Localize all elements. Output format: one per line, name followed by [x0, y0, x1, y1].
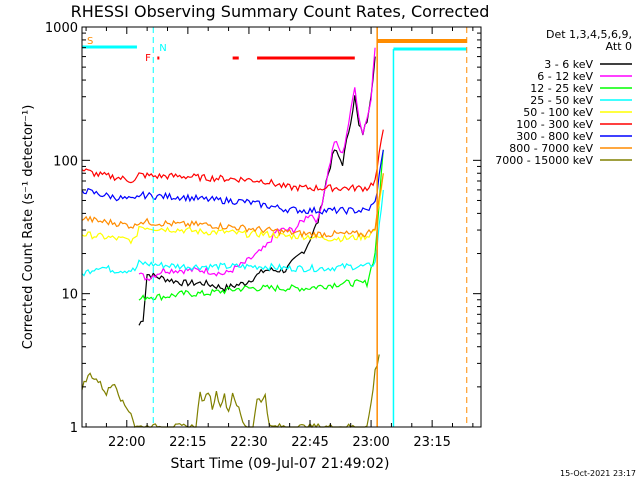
- x-tick-label-4: 23:00: [352, 435, 389, 450]
- series-line-7: [81, 173, 384, 239]
- legend-label-0: 3 - 6 keV: [544, 58, 593, 71]
- chart-title: RHESSI Observing Summary Count Rates, Co…: [71, 2, 490, 21]
- series-line-2: [138, 149, 384, 302]
- saa-flag-label: S: [87, 36, 93, 47]
- series-line-8: [81, 354, 380, 429]
- legend-label-2: 12 - 25 keV: [530, 82, 593, 95]
- legend-header-0: Det 1,3,4,5,6,9,: [546, 28, 632, 41]
- y-tick-label-0: 1: [70, 421, 78, 436]
- plot-frame: [81, 26, 482, 428]
- x-tick-label-1: 22:15: [169, 435, 206, 450]
- y-axis: 1 10 100 1000: [45, 21, 481, 436]
- legend-label-3: 25 - 50 keV: [530, 94, 593, 107]
- timestamp: 15-Oct-2021 23:17: [560, 469, 636, 478]
- legend-label-4: 50 - 100 keV: [523, 106, 593, 119]
- y-axis-label: Corrected Count Rate (s⁻¹ detector⁻¹): [21, 105, 36, 350]
- x-axis: 22:00 22:15 22:30 22:45 23:00 23:15: [85, 27, 474, 450]
- series-line-1: [138, 47, 376, 282]
- legend-label-5: 100 - 300 keV: [516, 118, 593, 131]
- flare-flag-label: F: [145, 53, 151, 64]
- legend-label-7: 800 - 7000 keV: [509, 142, 593, 155]
- y-tick-label-2: 100: [53, 154, 78, 169]
- night-flag-label: N: [159, 43, 166, 54]
- x-tick-label-0: 22:00: [108, 435, 145, 450]
- legend-label-8: 7000 - 15000 keV: [495, 154, 593, 167]
- x-axis-label: Start Time (09-Jul-07 21:49:02): [170, 456, 389, 472]
- series-line-3: [81, 189, 384, 277]
- series-line-6: [81, 149, 384, 216]
- x-tick-label-2: 22:30: [230, 435, 267, 450]
- series-line-0: [138, 56, 376, 326]
- legend-label-6: 300 - 800 keV: [516, 130, 593, 143]
- y-tick-label-1: 10: [61, 288, 78, 303]
- x-tick-label-5: 23:15: [413, 435, 450, 450]
- legend-header-1: Att 0: [606, 40, 632, 53]
- plot-area: S NF: [81, 27, 468, 429]
- y-tick-label-3: 1000: [45, 21, 78, 36]
- legend-label-1: 6 - 12 keV: [537, 70, 593, 83]
- series-line-4: [81, 173, 384, 245]
- x-tick-label-3: 22:45: [291, 435, 328, 450]
- series-line-5: [81, 129, 384, 193]
